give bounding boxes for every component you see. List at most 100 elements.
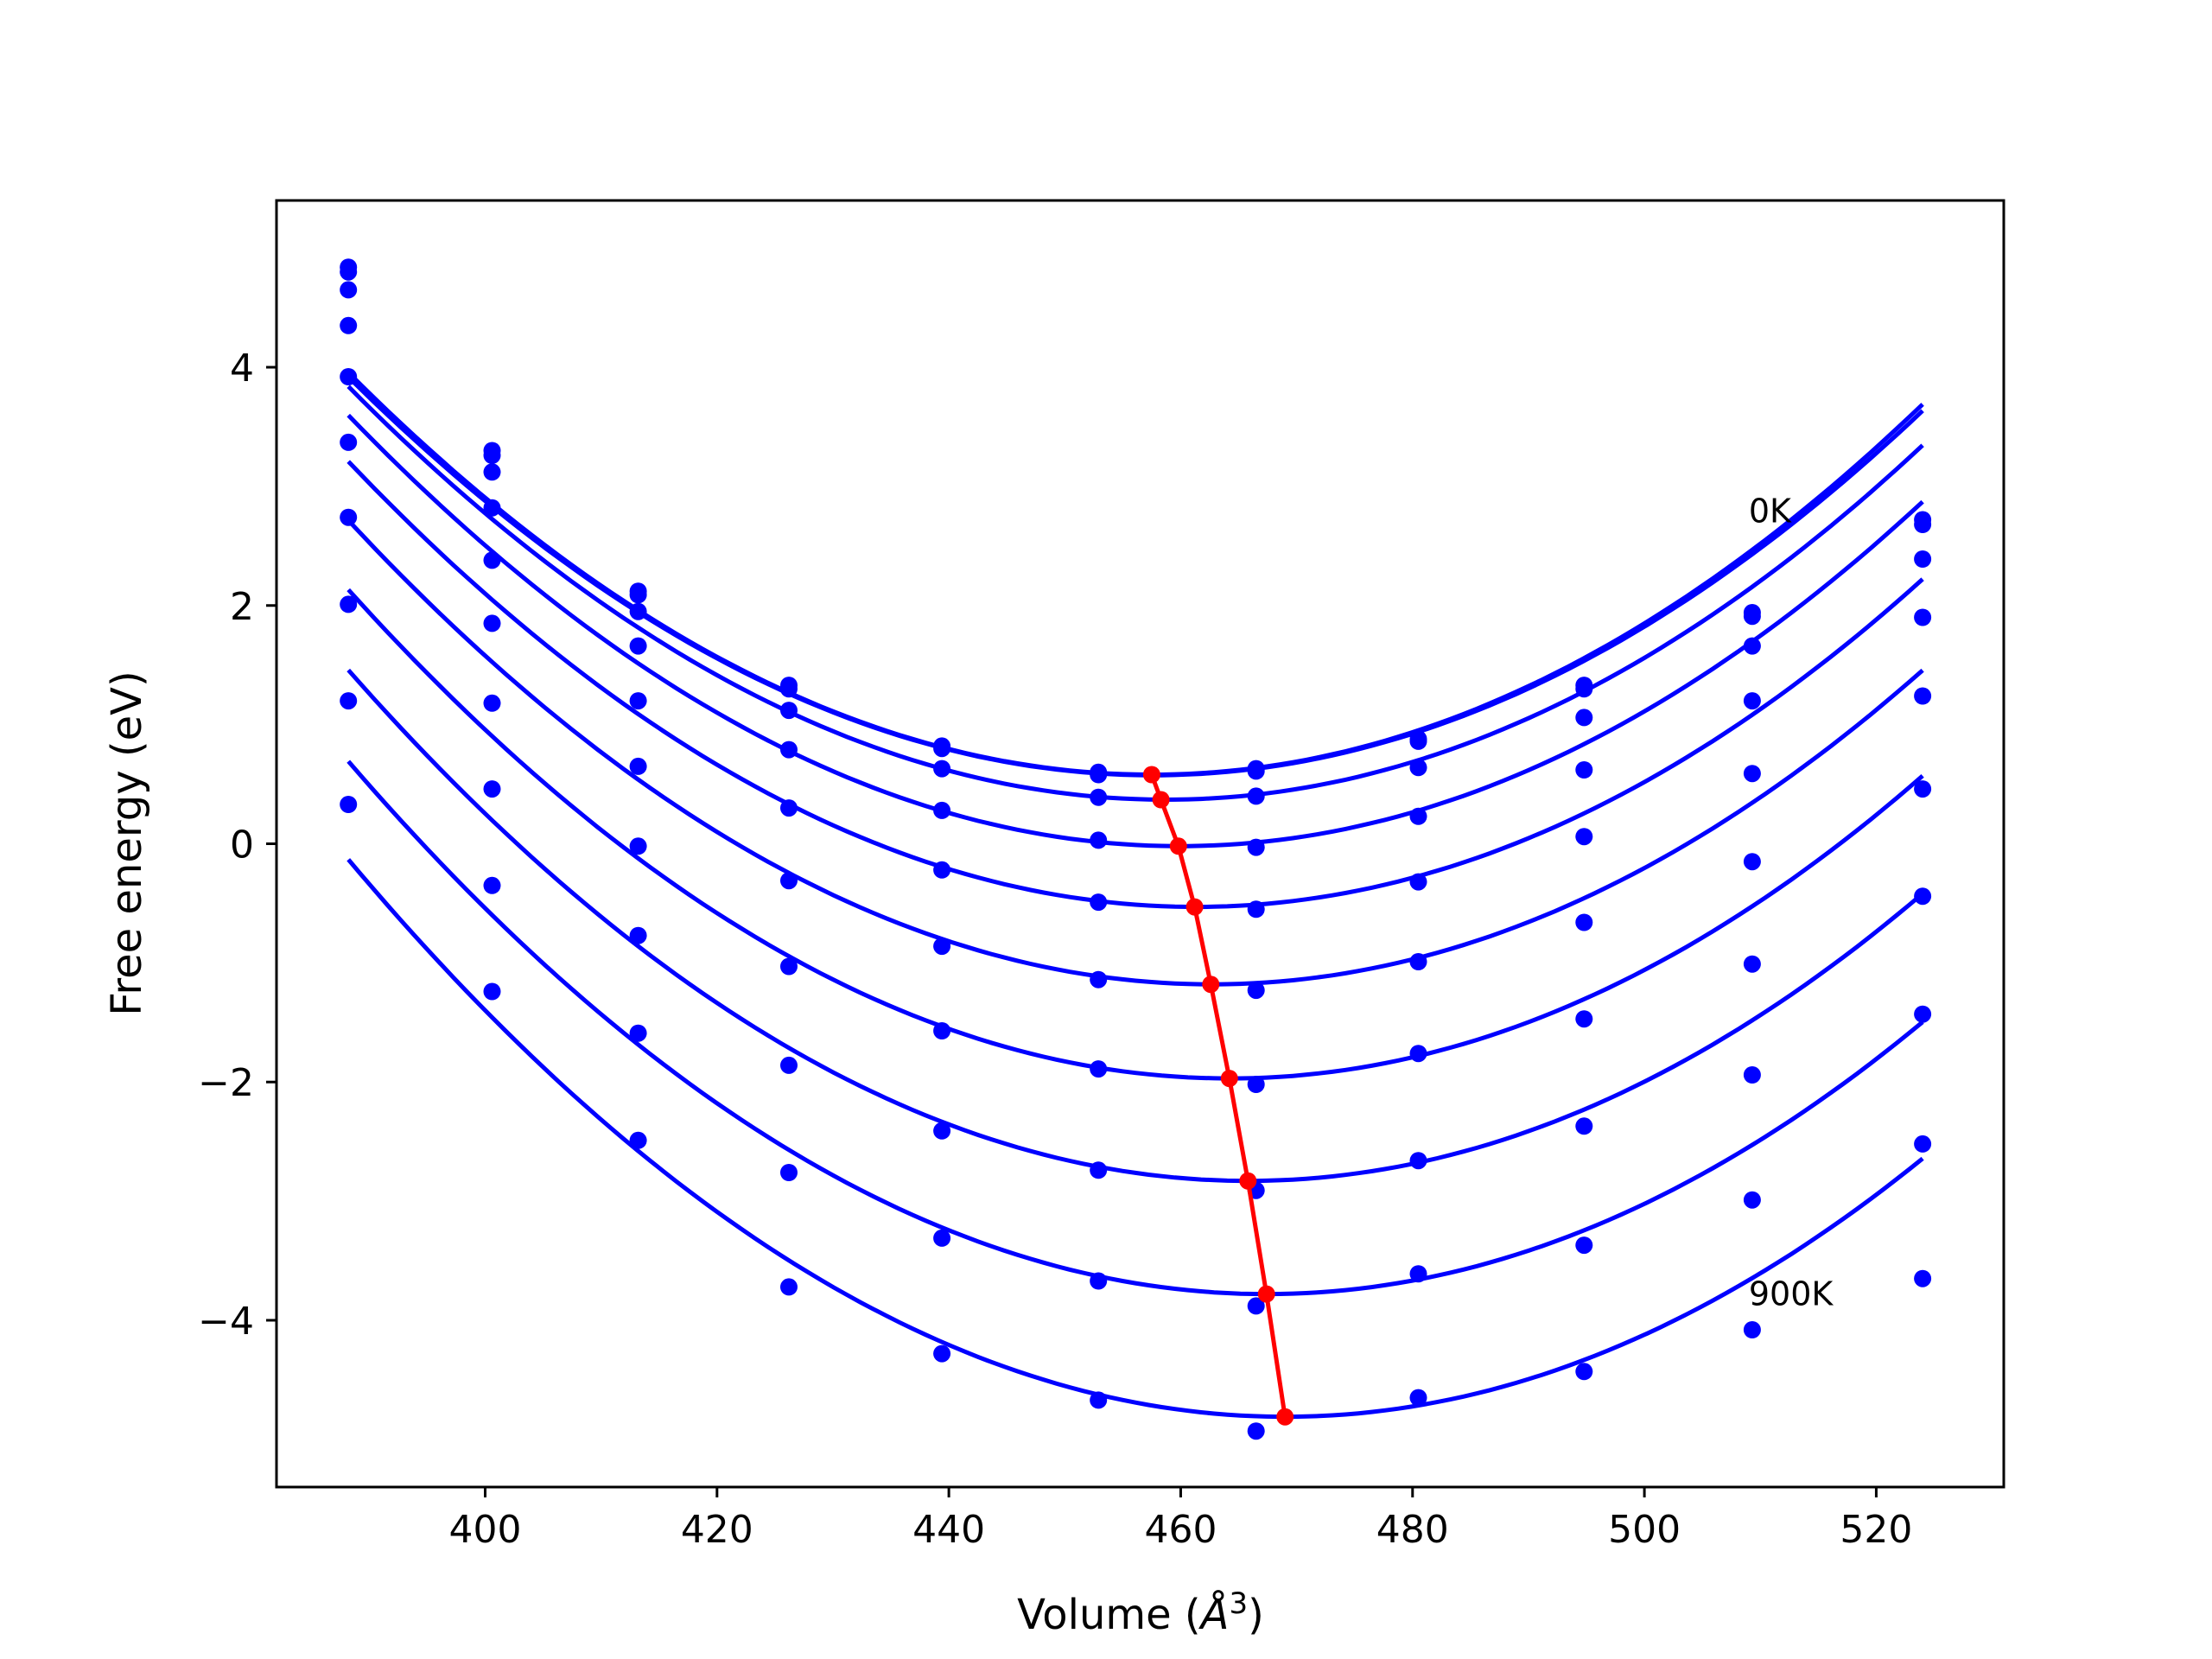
fit-curve-8 [346, 760, 1924, 1297]
data-point-1-2 [629, 586, 647, 604]
x-tick-label: 420 [681, 1508, 753, 1552]
data-point-7-4 [933, 1122, 951, 1140]
data-point-3-6 [1247, 838, 1265, 856]
data-point-7-9 [1743, 1066, 1761, 1084]
data-point-8-10 [1914, 1135, 1932, 1153]
data-point-1-1 [483, 447, 501, 464]
data-point-6-5 [1090, 1060, 1108, 1078]
fit-curve-3 [346, 413, 1924, 849]
minimum-point-1 [1152, 791, 1170, 809]
data-point-5-5 [1090, 970, 1108, 988]
data-point-1-7 [1409, 732, 1427, 750]
data-point-4-5 [1090, 893, 1108, 912]
annotation-label: 900K [1749, 1274, 1834, 1313]
data-point-1-9 [1743, 607, 1761, 626]
data-point-9-0 [340, 796, 358, 813]
minimum-point-8 [1276, 1408, 1294, 1426]
data-point-4-10 [1914, 687, 1932, 705]
data-point-5-10 [1914, 780, 1932, 798]
minimum-point-4 [1202, 976, 1220, 994]
data-point-6-8 [1575, 1010, 1593, 1028]
data-point-2-9 [1743, 637, 1761, 655]
y-tick-label: −4 [198, 1300, 254, 1344]
data-point-5-6 [1247, 982, 1265, 1000]
y-tick-label: 0 [230, 823, 254, 868]
data-point-8-4 [933, 1229, 951, 1247]
data-point-8-5 [1090, 1272, 1108, 1290]
data-point-6-7 [1409, 1045, 1427, 1063]
data-point-8-7 [1409, 1265, 1427, 1283]
data-point-2-6 [1247, 787, 1265, 805]
data-point-1-6 [1247, 762, 1265, 780]
data-point-1-10 [1914, 516, 1932, 533]
x-tick-label: 460 [1144, 1508, 1217, 1552]
y-axis: −4 −2 0 2 4 [198, 346, 276, 1344]
data-point-6-10 [1914, 887, 1932, 906]
data-point-2-10 [1914, 550, 1932, 568]
data-point-7-7 [1409, 1152, 1427, 1170]
x-axis: 400 420 440 460 480 500 520 [448, 1487, 1912, 1552]
fit-curve-5 [346, 518, 1924, 987]
data-point-5-8 [1575, 913, 1593, 931]
data-point-3-4 [933, 801, 951, 819]
data-point-6-2 [629, 837, 647, 855]
minimum-point-7 [1257, 1285, 1275, 1303]
data-point-8-8 [1575, 1236, 1593, 1255]
data-point-6-9 [1743, 955, 1761, 973]
data-point-9-4 [933, 1344, 951, 1363]
x-tick-label: 400 [448, 1508, 521, 1552]
y-axis-label: Free energy (eV) [103, 671, 151, 1015]
data-point-1-3 [780, 680, 798, 698]
x-axis-label: Volume (Å3) [1017, 1586, 1264, 1639]
data-point-1-5 [1090, 766, 1108, 784]
y-tick-label: −2 [198, 1061, 254, 1105]
data-point-8-0 [340, 692, 358, 710]
data-point-2-0 [340, 281, 358, 299]
data-point-2-4 [933, 760, 951, 778]
data-point-4-6 [1247, 900, 1265, 918]
x-tick-label: 500 [1608, 1508, 1681, 1552]
data-point-4-4 [933, 861, 951, 879]
data-point-9-6 [1247, 1422, 1265, 1440]
data-point-2-5 [1090, 788, 1108, 806]
data-point-4-3 [780, 799, 798, 817]
data-point-7-1 [483, 780, 501, 798]
data-point-6-4 [933, 1022, 951, 1039]
x-tick-label: 440 [912, 1508, 985, 1552]
fit-curve-2 [346, 385, 1924, 803]
data-point-3-8 [1575, 761, 1593, 779]
data-point-1-4 [933, 740, 951, 758]
data-point-2-3 [780, 702, 798, 720]
fit-curve-1 [346, 375, 1924, 778]
data-point-9-9 [1743, 1321, 1761, 1338]
data-point-3-0 [340, 316, 358, 334]
minimum-point-2 [1169, 837, 1187, 855]
data-point-9-7 [1409, 1389, 1427, 1407]
fit-curve-6 [346, 588, 1924, 1081]
minimum-point-0 [1142, 766, 1160, 784]
data-point-4-2 [629, 692, 647, 710]
data-point-3-7 [1409, 807, 1427, 825]
data-point-7-0 [340, 595, 358, 613]
data-point-7-10 [1914, 1005, 1932, 1023]
plot-area [340, 258, 1932, 1440]
data-point-1-0 [340, 263, 358, 281]
data-point-3-9 [1743, 692, 1761, 710]
data-point-5-2 [629, 757, 647, 775]
fit-curve-4 [346, 460, 1924, 910]
data-point-4-8 [1575, 828, 1593, 846]
data-point-9-2 [629, 1131, 647, 1149]
data-point-9-3 [780, 1278, 798, 1296]
y-tick-label: 4 [230, 346, 254, 391]
data-point-3-10 [1914, 608, 1932, 626]
minimum-point-5 [1220, 1070, 1238, 1088]
data-point-8-2 [629, 1024, 647, 1042]
data-point-6-1 [483, 694, 501, 712]
data-point-2-2 [629, 602, 647, 620]
data-point-5-0 [340, 433, 358, 451]
data-point-5-4 [933, 938, 951, 956]
annotation-label: 0K [1749, 492, 1792, 530]
data-point-8-6 [1247, 1297, 1265, 1315]
